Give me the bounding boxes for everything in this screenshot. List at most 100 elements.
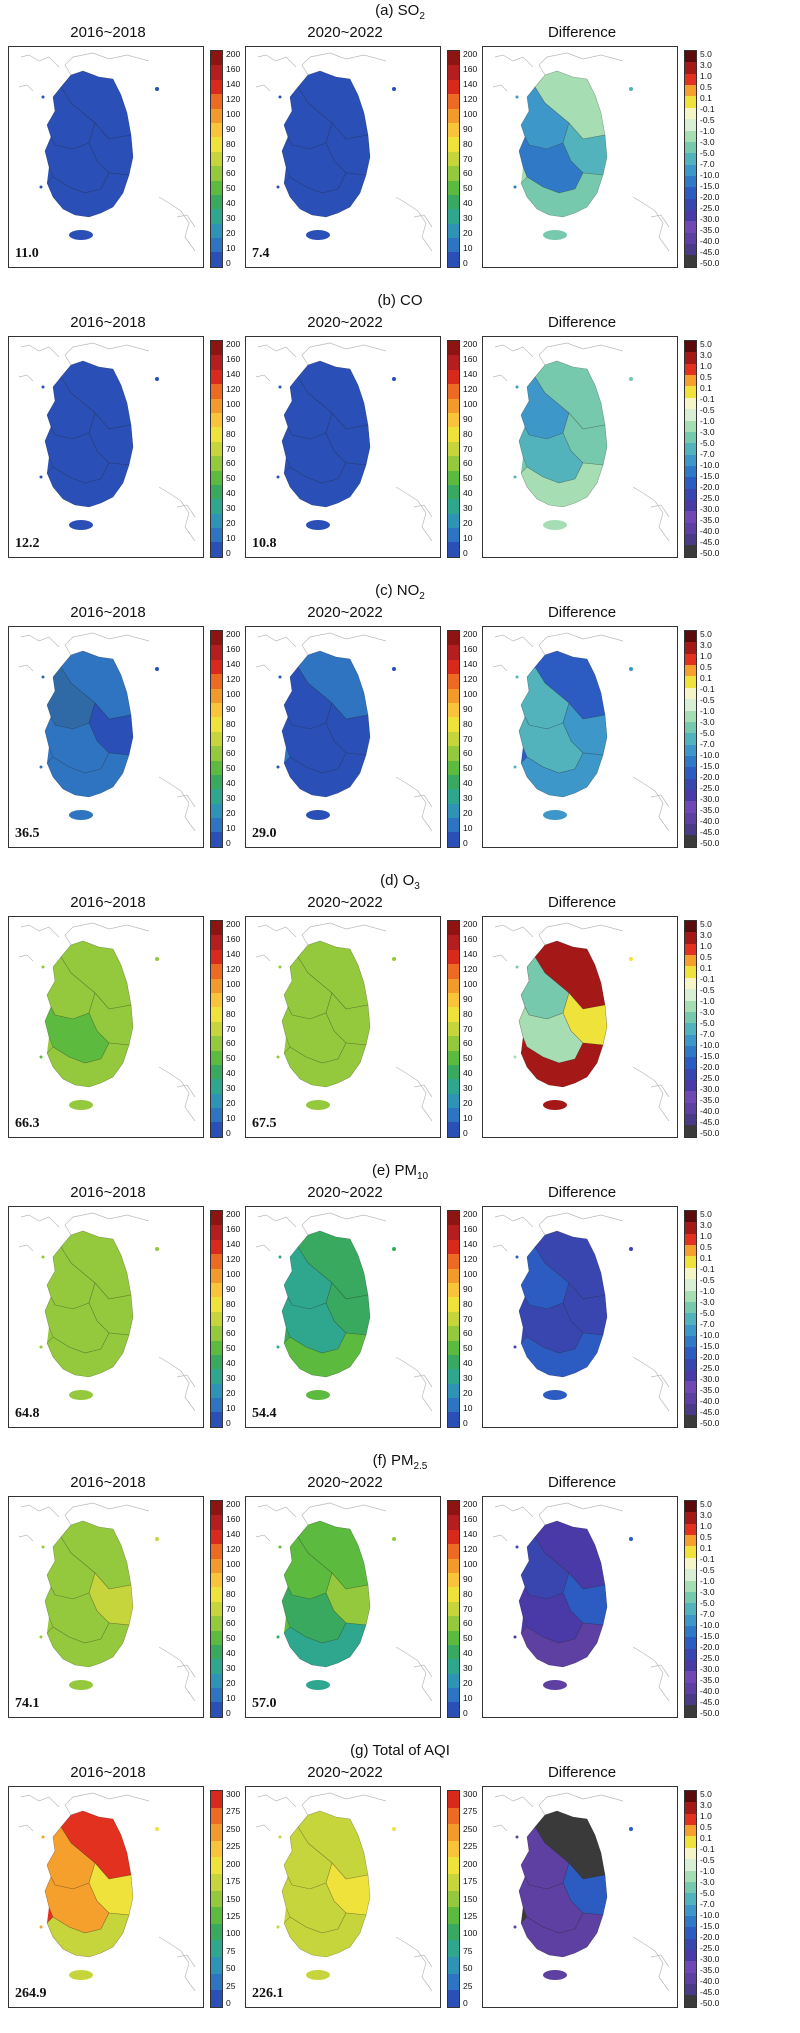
period-map-panel: 226.1 [245,1786,441,2008]
legend-swatch [211,1791,222,1808]
korea-map [18,922,196,1122]
legend-swatch [211,803,222,819]
legend-swatch [211,1572,222,1588]
legend-swatch [211,166,222,181]
legend-swatch [685,1791,696,1803]
legend-tick-label: -0.5 [700,405,715,415]
legend-swatch [211,921,222,936]
coastline [20,344,60,358]
legend-tick-label: 200 [226,919,241,929]
small-island [276,1055,280,1059]
legend-colorbar [447,1500,460,1718]
legend-swatch [685,790,696,802]
legend-tick-label: -20.0 [700,1352,720,1362]
small-island [39,1635,43,1639]
legend-swatch [211,384,222,399]
legend-tick-label: -35.0 [700,1095,720,1105]
color-legend: 200 160 140 120 100 90 80 70 60 50 40 30 20 10 0 [210,1500,260,1720]
legend-tick-label: -15.0 [700,1341,720,1351]
legend-swatch [685,1637,696,1649]
legend-tick-label: 0 [463,548,468,558]
section-title-text: (f) PM [372,1452,414,1469]
coastline [158,1646,196,1702]
legend-swatch [211,1239,222,1255]
color-legend: 5.0 3.0 1.0 0.5 0.1 -0.1 -0.5 -1.0 -3.0 -5.0 -7.0-… [684,1790,734,2010]
legend-tick-label: -7.0 [700,739,715,749]
jeju-island [543,1970,567,1980]
legend-swatch [685,221,696,233]
coastline [301,342,387,366]
legend-colorbar [447,340,460,558]
legend-tick-label: 20 [226,228,236,239]
legend-tick-label: 200 [226,1499,241,1509]
legend-tick-label: -3.0 [700,1587,715,1597]
legend-swatch [448,1973,459,1991]
legend-swatch [448,964,459,979]
average-value: 67.5 [252,1116,277,1131]
period-map-panel: 264.9 [8,1786,204,2008]
coastline [64,1792,150,1816]
legend-tick-label: 0 [226,258,231,268]
legend-swatch [211,65,222,80]
legend-tick-label: 200 [463,919,478,929]
legend-swatch [685,1950,696,1962]
legend-swatch [685,1870,696,1882]
legend-tick-label: 0.1 [700,963,712,973]
legend-tick-label: -3.0 [700,427,715,437]
coastline [64,1502,150,1526]
legend-swatch [685,1125,696,1137]
legend-tick-label: 25 [463,1980,473,1991]
legend-tick-label: 160 [226,933,241,944]
column-title: 2020~2022 [307,314,383,331]
legend-tick-label: -10.0 [700,460,720,470]
small-island [515,1835,519,1839]
legend-swatch [448,1702,459,1717]
legend-swatch [685,1802,696,1814]
color-legend: 300 275 250 225 200 175 150 125 100 75 50 25 0 [447,1790,497,2010]
column-title: Difference [547,604,617,621]
legend-tick-label: 0.5 [700,952,712,962]
legend-tick-label: 200 [463,339,478,349]
coastline [64,632,150,656]
legend-tick-label: 0.5 [700,82,712,92]
coastline [538,1792,624,1816]
legend-tick-label: 30 [226,503,236,514]
legend-swatch [685,1847,696,1860]
legend-tick-label: 160 [463,1223,478,1234]
korea-map [255,1792,433,1992]
legend-colorbar [684,630,697,848]
legend-swatch [448,1064,459,1080]
legend-swatch [211,1412,222,1427]
period-map-panel: 36.5 [8,626,204,848]
legend-tick-label: -7.0 [700,1899,715,1909]
legend-swatch [211,252,222,267]
legend-tick-label: 120 [463,383,478,394]
legend-tick-label: 0.1 [700,1543,712,1553]
legend-tick-label: -15.0 [700,1051,720,1061]
legend-tick-label: 140 [463,1238,478,1249]
legend-tick-label: 120 [463,963,478,974]
legend-swatch [685,1535,696,1547]
coastline [650,504,670,518]
coastline [18,1824,34,1832]
coastline [395,196,433,252]
legend-swatch [685,1825,696,1837]
legend-swatch [448,499,459,514]
legend-tick-label: -50.0 [700,1128,720,1138]
legend-colorbar [684,1210,697,1428]
legend-tick-label: 200 [226,1858,241,1869]
legend-tick-label: -5.0 [700,438,715,448]
legend-swatch [685,1938,696,1951]
section-title-subscript: 2.5 [413,1461,428,1472]
legend-swatch [211,441,222,457]
legend-tick-label: 30 [226,1373,236,1384]
legend-swatch [685,921,696,933]
legend-tick-label: 200 [226,629,241,639]
small-island [278,965,282,969]
coastline [176,1084,196,1098]
legend-tick-label: -0.1 [700,1264,715,1274]
legend-tick-label: -3.0 [700,1007,715,1017]
column-title: 2016~2018 [70,314,146,331]
legend-tick-label: 0.1 [700,1833,712,1843]
legend-tick-label: 20 [463,1678,473,1689]
